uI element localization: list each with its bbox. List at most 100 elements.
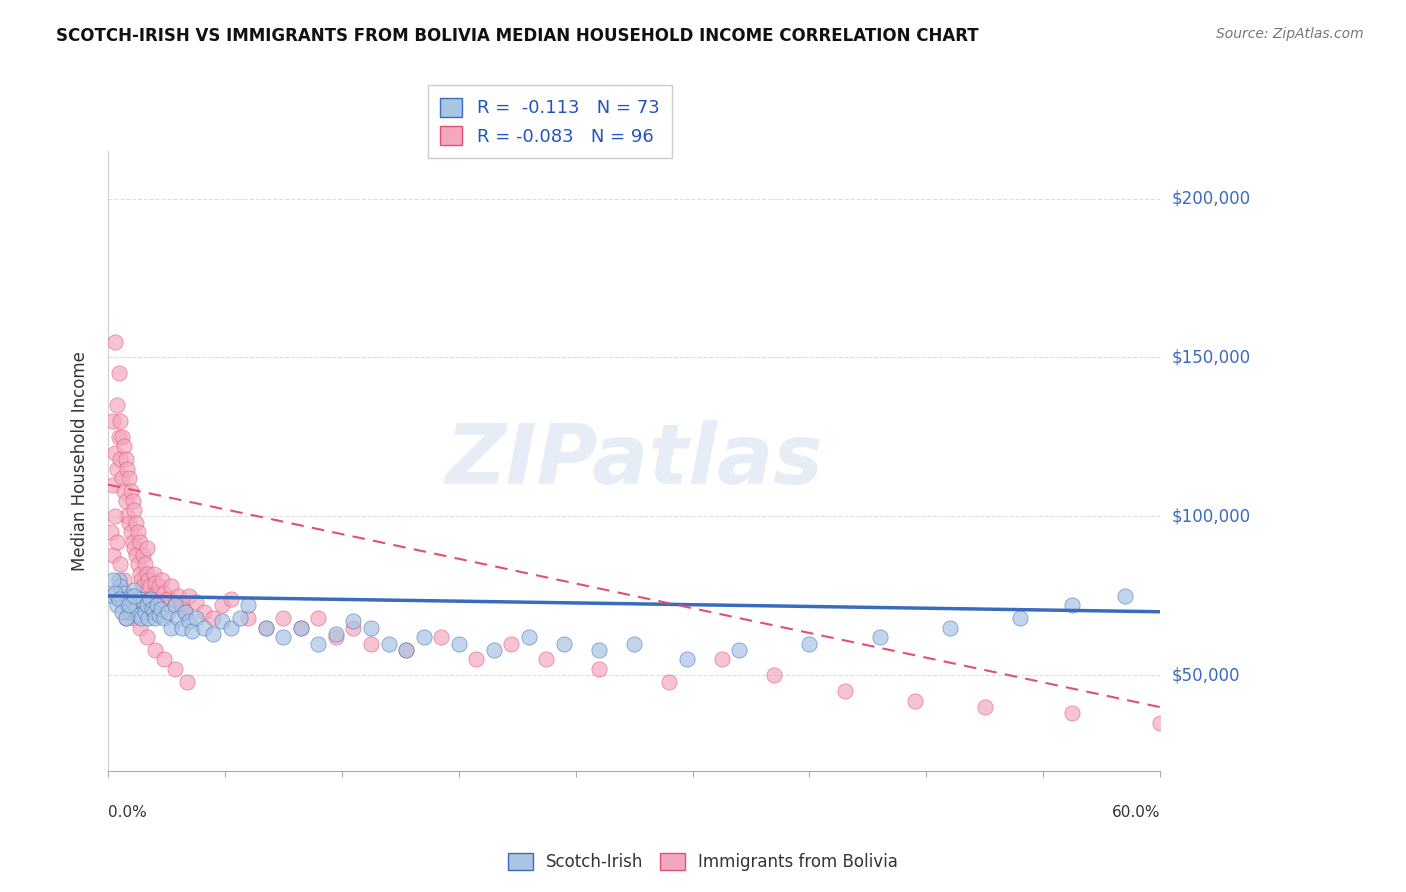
Point <box>163 599 186 613</box>
Point <box>146 599 169 613</box>
Point <box>143 576 166 591</box>
Point <box>360 636 382 650</box>
Point <box>184 595 207 609</box>
Point <box>973 700 995 714</box>
Point <box>938 621 960 635</box>
Point <box>124 589 146 603</box>
Point <box>124 582 146 597</box>
Point <box>377 636 399 650</box>
Point <box>117 589 139 603</box>
Point <box>136 611 159 625</box>
Point <box>1008 611 1031 625</box>
Text: $50,000: $50,000 <box>1171 666 1240 684</box>
Point <box>125 548 148 562</box>
Point <box>325 627 347 641</box>
Point <box>177 615 200 629</box>
Point <box>127 525 149 540</box>
Point <box>219 621 242 635</box>
Point <box>181 624 204 638</box>
Point <box>111 592 134 607</box>
Point <box>103 573 125 587</box>
Point <box>219 592 242 607</box>
Point <box>111 430 134 444</box>
Point <box>103 548 125 562</box>
Point <box>202 611 225 625</box>
Point <box>139 592 162 607</box>
Point <box>290 621 312 635</box>
Point <box>118 605 141 619</box>
Point <box>132 595 155 609</box>
Point <box>114 611 136 625</box>
Y-axis label: Median Household Income: Median Household Income <box>72 351 89 571</box>
Point <box>307 636 329 650</box>
Point <box>131 611 153 625</box>
Point <box>111 471 134 485</box>
Point <box>110 452 132 467</box>
Point <box>146 585 169 599</box>
Point <box>118 599 141 613</box>
Point <box>553 636 575 650</box>
Point <box>120 605 142 619</box>
Point <box>134 557 156 571</box>
Point <box>273 611 295 625</box>
Point <box>103 477 125 491</box>
Point <box>135 630 157 644</box>
Point <box>149 601 172 615</box>
Point <box>153 585 176 599</box>
Point <box>395 643 418 657</box>
Point <box>588 643 610 657</box>
Point <box>121 595 143 609</box>
Text: 60.0%: 60.0% <box>1112 805 1160 820</box>
Point <box>112 585 135 599</box>
Point <box>174 605 197 619</box>
Point <box>170 599 193 613</box>
Point <box>163 662 186 676</box>
Point <box>127 607 149 622</box>
Point <box>156 592 179 607</box>
Point <box>1062 599 1084 613</box>
Point <box>104 585 127 599</box>
Point <box>517 630 540 644</box>
Point <box>117 461 139 475</box>
Point <box>107 592 129 607</box>
Point <box>136 573 159 587</box>
Point <box>117 599 139 613</box>
Text: SCOTCH-IRISH VS IMMIGRANTS FROM BOLIVIA MEDIAN HOUSEHOLD INCOME CORRELATION CHAR: SCOTCH-IRISH VS IMMIGRANTS FROM BOLIVIA … <box>56 27 979 45</box>
Point <box>153 611 176 625</box>
Point <box>128 566 150 581</box>
Point <box>254 621 277 635</box>
Point <box>143 643 166 657</box>
Point <box>412 630 434 644</box>
Point <box>395 643 418 657</box>
Point <box>675 652 697 666</box>
Point <box>658 674 681 689</box>
Point <box>141 601 163 615</box>
Point <box>342 621 364 635</box>
Point <box>141 589 163 603</box>
Point <box>100 525 122 540</box>
Text: ZIPatlas: ZIPatlas <box>446 420 823 501</box>
Point <box>763 668 786 682</box>
Point <box>114 452 136 467</box>
Point <box>142 566 165 581</box>
Point <box>536 652 558 666</box>
Point <box>430 630 453 644</box>
Point <box>107 367 129 381</box>
Point <box>728 643 751 657</box>
Point <box>176 674 198 689</box>
Point <box>121 534 143 549</box>
Point <box>273 630 295 644</box>
Text: 0.0%: 0.0% <box>108 805 146 820</box>
Point <box>153 652 176 666</box>
Point <box>238 599 260 613</box>
Point <box>1114 589 1136 603</box>
Point <box>710 652 733 666</box>
Point <box>135 541 157 556</box>
Point <box>174 605 197 619</box>
Point <box>360 621 382 635</box>
Point <box>254 621 277 635</box>
Text: $150,000: $150,000 <box>1171 349 1250 367</box>
Point <box>132 548 155 562</box>
Text: Source: ZipAtlas.com: Source: ZipAtlas.com <box>1216 27 1364 41</box>
Legend: Scotch-Irish, Immigrants from Bolivia: Scotch-Irish, Immigrants from Bolivia <box>499 845 907 880</box>
